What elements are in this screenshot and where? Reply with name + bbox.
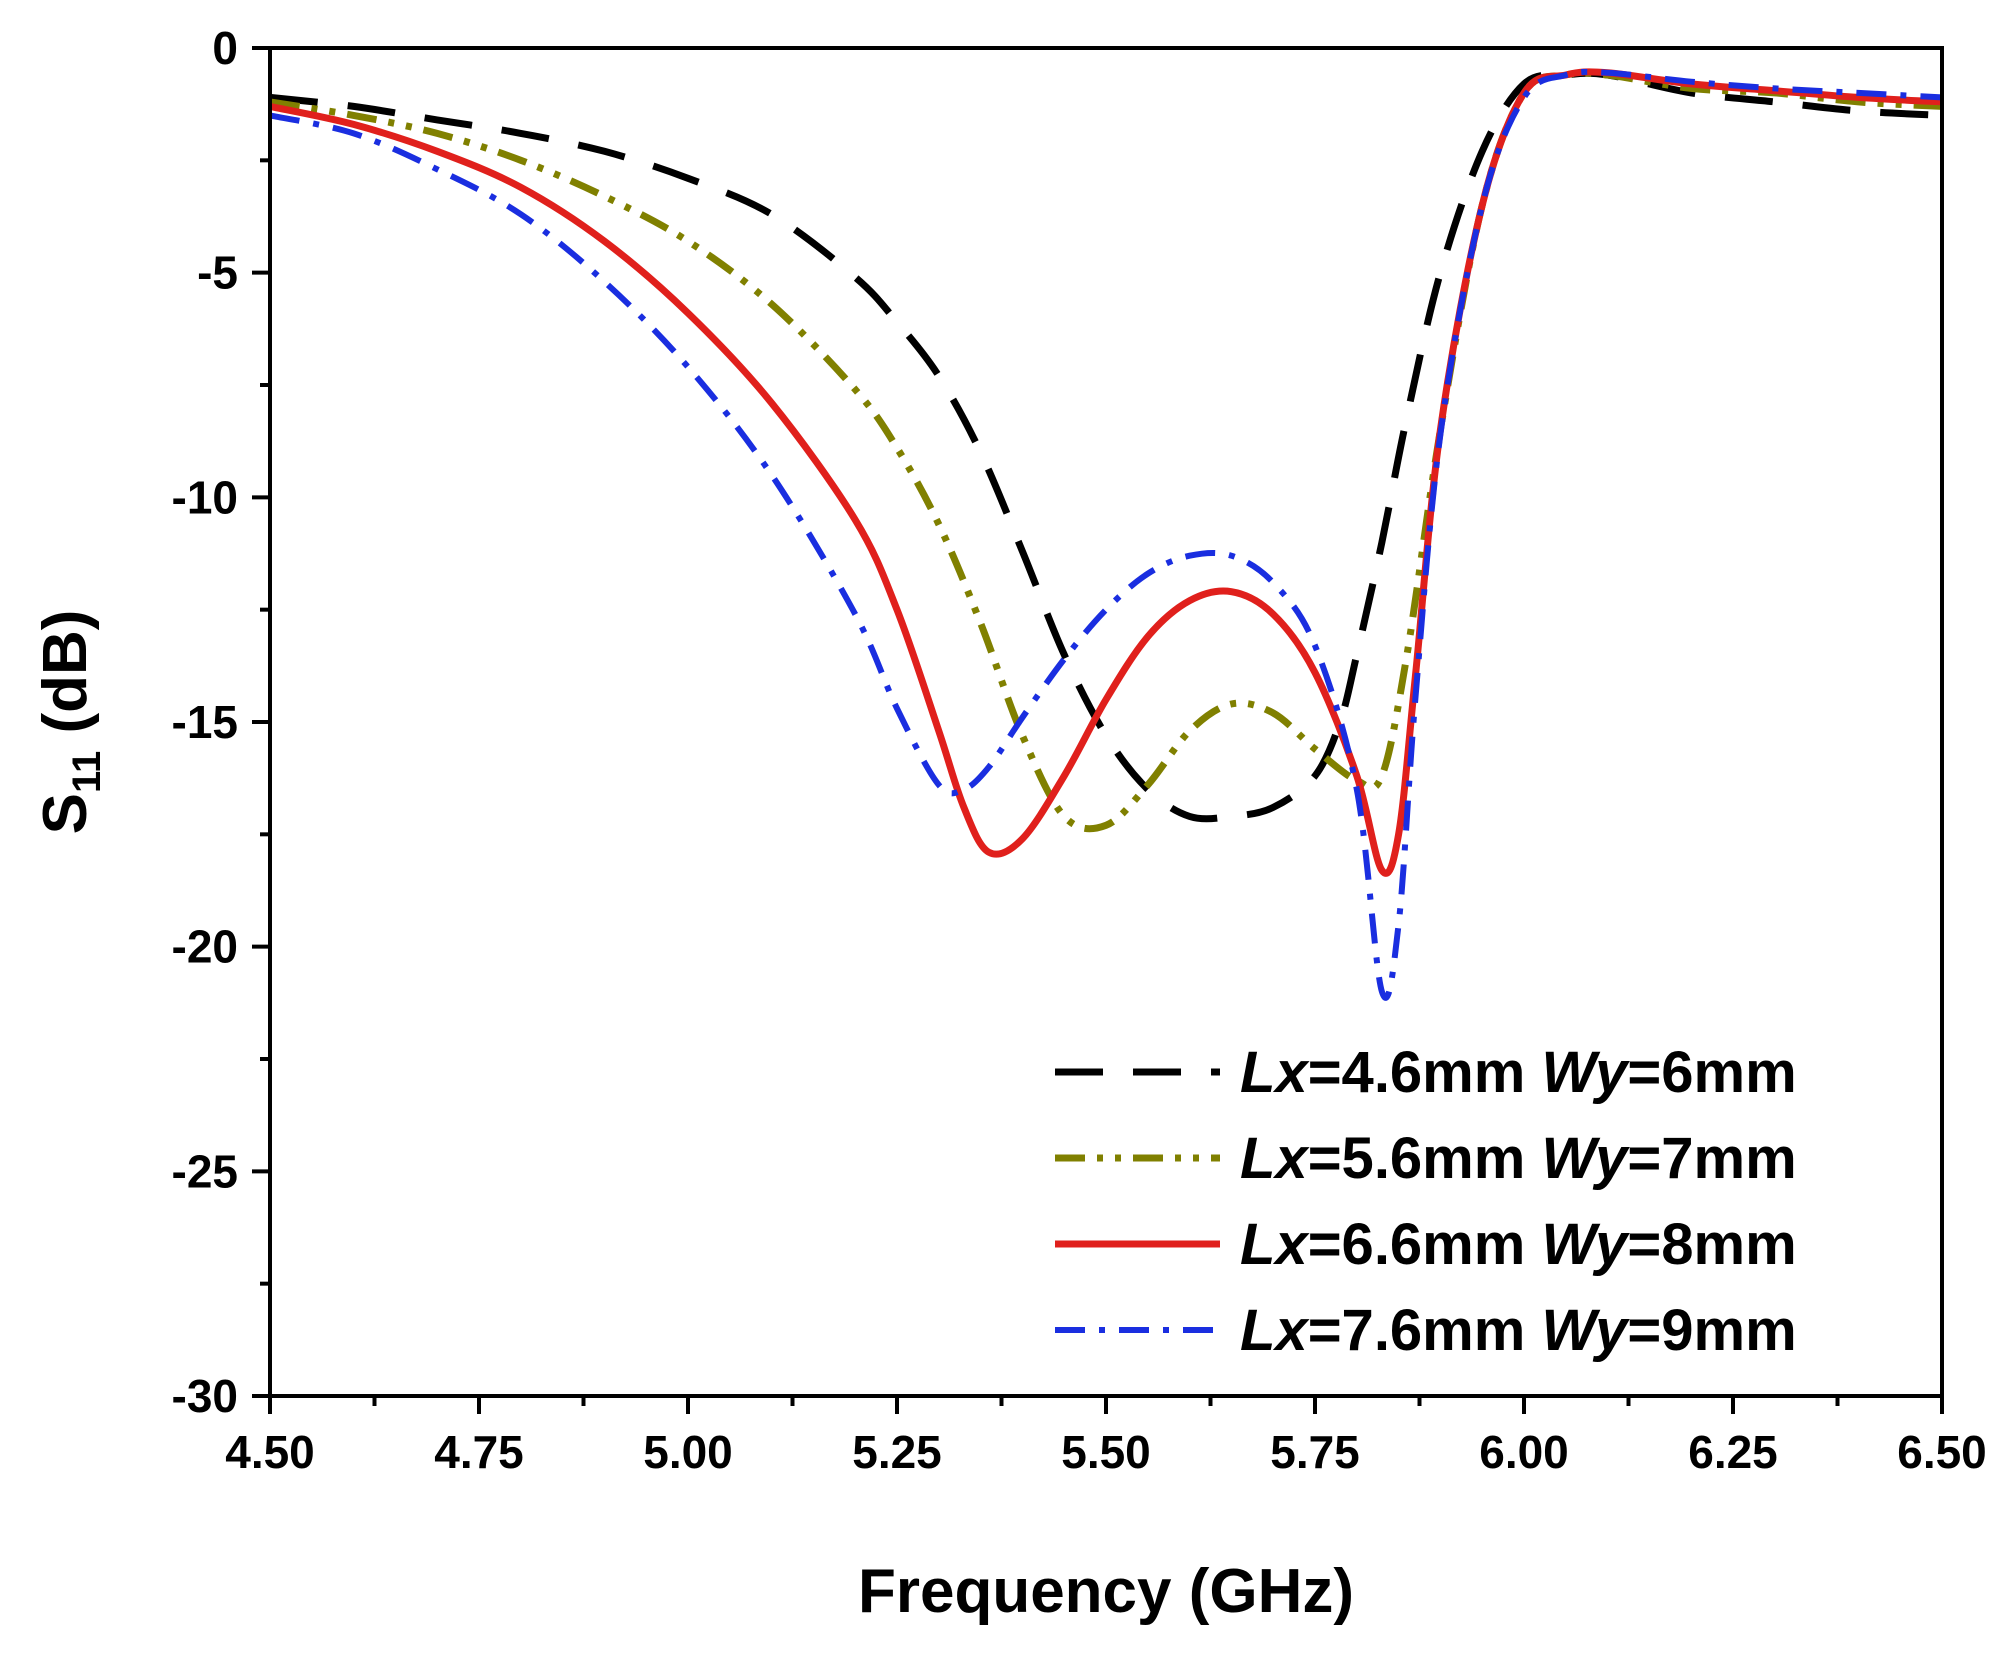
series-line-4 xyxy=(270,68,1942,1001)
x-tick-label: 6.00 xyxy=(1479,1426,1569,1478)
y-tick-label: -10 xyxy=(172,471,238,523)
y-tick-label: -15 xyxy=(172,696,238,748)
x-tick-label: 5.75 xyxy=(1270,1426,1360,1478)
y-tick-label: -25 xyxy=(172,1145,238,1197)
series-line-1 xyxy=(270,69,1942,823)
x-axis-title: Frequency (GHz) xyxy=(858,1557,1354,1626)
x-tick-label: 4.50 xyxy=(225,1426,315,1478)
legend-label-3: Lx=6.6mm Wy=8mm xyxy=(1240,1212,1797,1277)
legend-label-1: Lx=4.6mm Wy=6mm xyxy=(1240,1040,1797,1105)
legend-label-4: Lx=7.6mm Wy=9mm xyxy=(1240,1298,1797,1363)
x-tick-label: 5.25 xyxy=(852,1426,942,1478)
x-tick-label: 6.50 xyxy=(1897,1426,1987,1478)
legend: Lx=4.6mm Wy=6mm Lx=5.6mm Wy=7mm Lx=6.6mm W… xyxy=(1055,1040,1797,1363)
y-tick-label: 0 xyxy=(212,22,238,74)
x-tick-label: 5.50 xyxy=(1061,1426,1151,1478)
y-axis-title-subscript: 11 xyxy=(65,751,109,793)
y-tick-label: -20 xyxy=(172,921,238,973)
legend-label-2: Lx=5.6mm Wy=7mm xyxy=(1240,1126,1797,1191)
y-axis-ticks: 0 -5 -10 -15 -20 -25 -30 xyxy=(172,22,270,1422)
y-tick-label: -5 xyxy=(197,247,238,299)
x-tick-label: 4.75 xyxy=(434,1426,524,1478)
x-axis-ticks: 4.50 4.75 5.00 5.25 5.50 5.75 6.00 6.25 6.50 xyxy=(225,1396,1987,1478)
series-layer xyxy=(270,68,1942,1001)
y-axis-title: S11 (dB) xyxy=(31,610,109,835)
x-tick-label: 5.00 xyxy=(643,1426,733,1478)
y-tick-label: -30 xyxy=(172,1370,238,1422)
series-line-3 xyxy=(270,68,1942,877)
x-tick-label: 6.25 xyxy=(1688,1426,1778,1478)
